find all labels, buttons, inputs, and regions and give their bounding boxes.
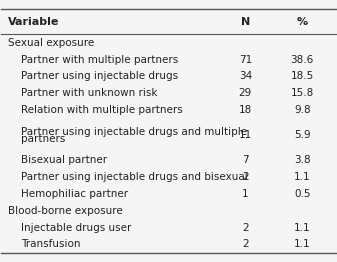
Text: Injectable drugs user: Injectable drugs user <box>22 223 132 233</box>
Text: 34: 34 <box>239 71 252 81</box>
Text: Transfusion: Transfusion <box>22 239 81 249</box>
Text: 1: 1 <box>242 189 249 199</box>
Text: Partner with multiple partners: Partner with multiple partners <box>22 54 179 64</box>
Text: 2: 2 <box>242 239 249 249</box>
Text: 2: 2 <box>242 172 249 182</box>
Text: Partner using injectable drugs and multiple: Partner using injectable drugs and multi… <box>22 127 248 137</box>
Text: N: N <box>241 17 250 27</box>
Text: 5.9: 5.9 <box>294 130 310 140</box>
Text: Sexual exposure: Sexual exposure <box>8 38 94 48</box>
Text: 1.1: 1.1 <box>294 172 310 182</box>
Text: 0.5: 0.5 <box>294 189 310 199</box>
Text: 71: 71 <box>239 54 252 64</box>
Text: Relation with multiple partners: Relation with multiple partners <box>22 105 183 115</box>
Text: 18.5: 18.5 <box>290 71 314 81</box>
Text: 29: 29 <box>239 88 252 98</box>
Text: Bisexual partner: Bisexual partner <box>22 155 108 165</box>
Text: 1.1: 1.1 <box>294 239 310 249</box>
Text: 9.8: 9.8 <box>294 105 310 115</box>
Text: Variable: Variable <box>8 17 59 27</box>
Text: 38.6: 38.6 <box>290 54 314 64</box>
Text: 18: 18 <box>239 105 252 115</box>
Text: %: % <box>297 17 308 27</box>
Text: Hemophiliac partner: Hemophiliac partner <box>22 189 129 199</box>
Text: 15.8: 15.8 <box>290 88 314 98</box>
Text: Partner using injectable drugs and bisexual: Partner using injectable drugs and bisex… <box>22 172 248 182</box>
Text: Partner with unknown risk: Partner with unknown risk <box>22 88 158 98</box>
Text: 3.8: 3.8 <box>294 155 310 165</box>
Text: 11: 11 <box>239 130 252 140</box>
Text: Blood-borne exposure: Blood-borne exposure <box>8 206 123 216</box>
Text: 7: 7 <box>242 155 249 165</box>
Text: 2: 2 <box>242 223 249 233</box>
Text: partners: partners <box>22 134 66 144</box>
Text: 1.1: 1.1 <box>294 223 310 233</box>
Text: Partner using injectable drugs: Partner using injectable drugs <box>22 71 179 81</box>
